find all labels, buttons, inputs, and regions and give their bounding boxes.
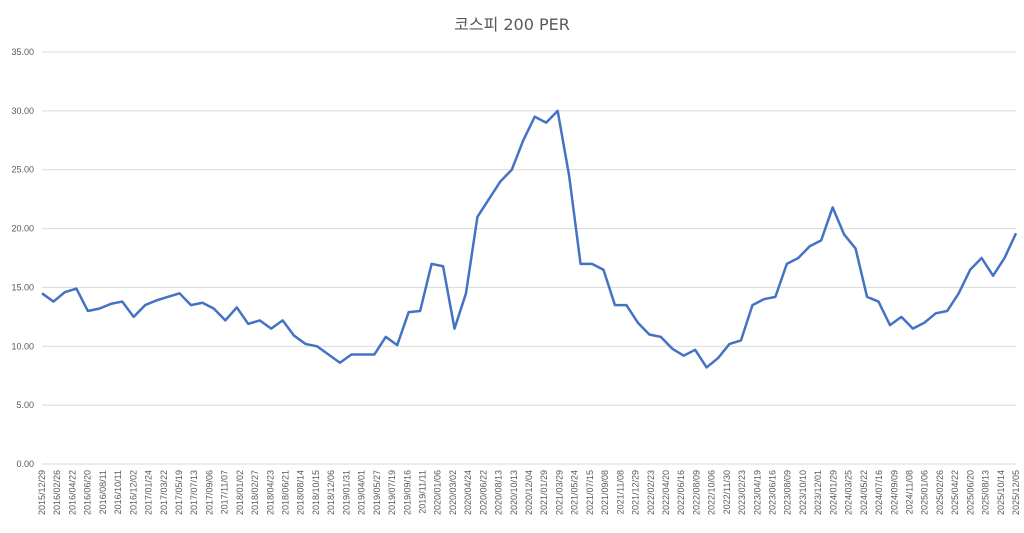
x-tick-label: 2022/10/06 [707, 470, 717, 515]
x-tick-label: 2025/02/26 [935, 470, 945, 515]
x-tick-label: 2025/08/13 [981, 470, 991, 515]
x-tick-label: 2023/04/19 [752, 470, 762, 515]
x-tick-label: 2016/08/11 [98, 470, 108, 514]
chart-title: 코스피 200 PER [454, 15, 570, 34]
x-tick-label: 2018/06/21 [281, 470, 291, 515]
x-tick-label: 2024/05/22 [859, 470, 869, 515]
x-tick-label: 2025/12/05 [1011, 470, 1021, 515]
x-tick-label: 2021/07/15 [585, 470, 595, 515]
y-tick-label: 15.00 [11, 282, 34, 292]
x-tick-label: 2019/05/27 [372, 470, 382, 515]
x-tick-label: 2016/02/26 [52, 470, 62, 515]
x-tick-label: 2018/01/02 [235, 470, 245, 515]
x-axis-ticks: 2015/12/29 2016/02/26 2016/04/22 2016/06/20… [37, 470, 1021, 515]
x-tick-label: 2022/06/16 [676, 470, 686, 515]
x-tick-label: 2021/11/08 [615, 470, 625, 514]
x-tick-label: 2018/08/14 [296, 470, 306, 515]
x-tick-label: 2020/03/02 [448, 470, 458, 515]
x-tick-label: 2025/01/06 [920, 470, 930, 515]
x-tick-label: 2017/09/06 [204, 470, 214, 515]
x-tick-label: 2021/12/29 [631, 470, 641, 515]
x-tick-label: 2024/01/29 [828, 470, 838, 515]
series-group [41, 109, 1018, 369]
x-tick-label: 2018/02/27 [250, 470, 260, 515]
x-tick-label: 2020/01/06 [433, 470, 443, 515]
x-tick-label: 2021/09/08 [600, 470, 610, 515]
x-tick-label: 2024/03/25 [844, 470, 854, 515]
x-tick-label: 2024/11/08 [904, 470, 914, 514]
x-tick-label: 2019/07/19 [387, 470, 397, 515]
x-tick-label: 2017/03/22 [159, 470, 169, 515]
x-tick-label: 2019/04/01 [357, 470, 367, 515]
x-tick-label: 2016/04/22 [67, 470, 77, 515]
x-tick-label: 2023/02/23 [737, 470, 747, 515]
x-tick-label: 2019/01/31 [341, 470, 351, 515]
x-tick-label: 2017/11/07 [220, 470, 230, 514]
x-tick-label: 2025/10/14 [996, 470, 1006, 515]
x-tick-label: 2018/04/23 [265, 470, 275, 515]
x-tick-label: 2017/05/19 [174, 470, 184, 515]
x-tick-label: 2020/12/04 [524, 470, 534, 515]
x-tick-label: 2021/03/29 [554, 470, 564, 515]
x-tick-label: 2023/06/16 [768, 470, 778, 515]
x-tick-label: 2016/10/11 [113, 470, 123, 514]
x-tick-label: 2016/12/02 [128, 470, 138, 515]
y-tick-label: 10.00 [11, 341, 34, 351]
x-tick-label: 2020/08/13 [494, 470, 504, 515]
x-tick-label: 2023/08/09 [783, 470, 793, 515]
y-tick-label: 30.00 [11, 106, 34, 116]
x-tick-label: 2021/01/29 [539, 470, 549, 515]
series-line [41, 109, 1018, 369]
x-tick-label: 2024/09/09 [889, 470, 899, 515]
x-tick-label: 2023/10/10 [798, 470, 808, 515]
y-axis-ticks: 0.00 5.00 10.00 15.00 20.00 25.00 30.00 35.00 [11, 47, 34, 469]
y-tick-label: 35.00 [11, 47, 34, 57]
x-tick-label: 2017/07/13 [189, 470, 199, 515]
y-tick-label: 0.00 [16, 459, 34, 469]
x-tick-label: 2022/04/20 [661, 470, 671, 515]
x-tick-label: 2025/06/20 [965, 470, 975, 515]
x-tick-label: 2023/12/01 [813, 470, 823, 515]
x-tick-label: 2020/04/24 [463, 470, 473, 515]
y-tick-label: 5.00 [16, 400, 34, 410]
x-tick-label: 2015/12/29 [37, 470, 47, 515]
x-tick-label: 2024/07/16 [874, 470, 884, 515]
x-tick-label: 2017/01/24 [144, 470, 154, 515]
x-tick-label: 2020/10/13 [509, 470, 519, 515]
x-tick-label: 2018/10/15 [311, 470, 321, 515]
x-tick-label: 2019/11/11 [417, 470, 427, 514]
x-tick-label: 2021/05/24 [570, 470, 580, 515]
x-tick-label: 2018/12/06 [326, 470, 336, 515]
x-tick-label: 2016/06/20 [83, 470, 93, 515]
y-tick-label: 25.00 [11, 165, 34, 175]
gridlines [42, 51, 1016, 406]
x-tick-label: 2019/09/16 [402, 470, 412, 515]
x-tick-label: 2020/06/22 [478, 470, 488, 515]
x-tick-label: 2022/11/30 [722, 470, 732, 514]
x-tick-label: 2022/02/23 [646, 470, 656, 515]
x-tick-label: 2025/04/22 [950, 470, 960, 515]
x-tick-label: 2022/08/09 [691, 470, 701, 515]
y-tick-label: 20.00 [11, 224, 34, 234]
